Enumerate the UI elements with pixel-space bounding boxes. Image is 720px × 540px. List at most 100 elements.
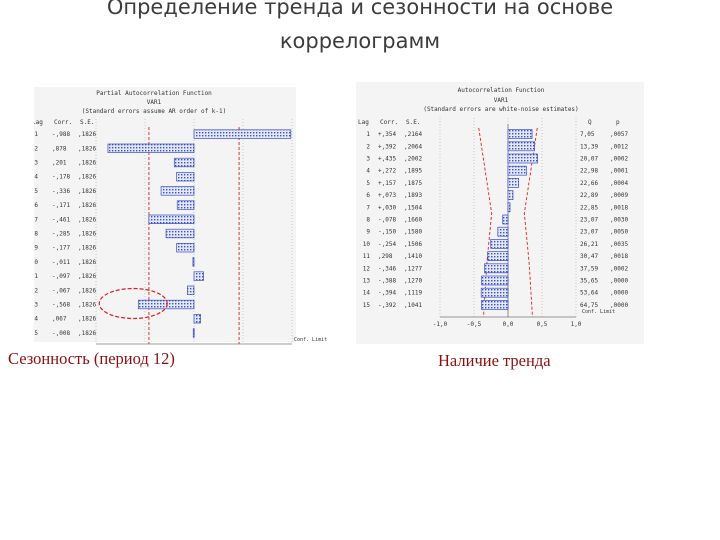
- pacf-bar: [137, 299, 195, 310]
- se-label: ,2064: [404, 143, 422, 150]
- corr-label: ,067: [52, 316, 67, 323]
- pacf-bar: [107, 143, 195, 153]
- lag-label: 10: [34, 259, 38, 266]
- seasonal-highlight-ellipse: [98, 287, 168, 320]
- corr-label: -,067: [52, 287, 70, 294]
- se-label: ,1826: [78, 273, 96, 280]
- corr-label: -,392: [378, 302, 396, 309]
- se-label: ,2002: [404, 156, 422, 163]
- pacf-bar: [173, 157, 195, 168]
- pacf-bar: [148, 214, 195, 224]
- lag-label: 1: [366, 131, 370, 138]
- lag-label: 3: [34, 160, 38, 167]
- lag-label: 8: [366, 217, 370, 224]
- corr-label: -,150: [378, 229, 396, 236]
- se-label: ,1660: [404, 217, 422, 224]
- acf-bar: [480, 287, 509, 298]
- q-label: 7,05: [580, 131, 595, 138]
- q-label: 23,07: [580, 217, 598, 224]
- pacf-bar: [193, 271, 204, 281]
- corr-label: +,354: [378, 131, 396, 138]
- column-header: Corr.: [54, 119, 72, 126]
- corr-label: -,171: [52, 202, 70, 209]
- se-label: ,1506: [404, 241, 422, 248]
- column-header: p: [616, 119, 620, 126]
- corr-label: -,178: [52, 174, 70, 181]
- se-label: ,1826: [78, 188, 96, 195]
- slide-title-line2: коррелограмм: [279, 29, 441, 53]
- corr-label: +,030: [378, 204, 396, 211]
- lag-label: 6: [34, 202, 38, 209]
- corr-label: ,878: [52, 145, 67, 152]
- column-header: Q: [588, 119, 592, 126]
- corr-label: -,568: [52, 302, 70, 309]
- se-label: ,1041: [404, 302, 422, 309]
- se-label: ,1826: [78, 245, 96, 252]
- x-tick-label: -0,5: [467, 321, 482, 328]
- se-label: ,1826: [78, 287, 96, 294]
- acf-bar: [484, 263, 509, 274]
- q-label: 13,39: [580, 143, 598, 150]
- se-label: ,1893: [404, 192, 422, 199]
- corr-label: -,078: [378, 217, 396, 224]
- x-tick-label: -1,0: [433, 321, 448, 328]
- lag-label: 13: [363, 278, 371, 285]
- p-label: ,0018: [610, 204, 628, 211]
- p-label: ,0004: [610, 180, 628, 187]
- corr-label: -,285: [52, 231, 70, 238]
- q-label: 64,75: [580, 302, 598, 309]
- se-label: ,1270: [404, 278, 422, 285]
- x-tick-label: 0,5: [537, 321, 548, 328]
- lag-label: 10: [363, 241, 371, 248]
- se-label: ,1504: [404, 204, 422, 211]
- p-label: ,0002: [610, 265, 628, 272]
- p-label: ,0035: [610, 241, 628, 248]
- se-label: ,1826: [78, 302, 96, 309]
- p-label: ,0030: [610, 217, 628, 224]
- se-label: ,1277: [404, 265, 422, 272]
- pacf-bar: [192, 257, 195, 267]
- q-label: 20,07: [580, 156, 598, 163]
- q-label: 22,85: [580, 204, 598, 211]
- acf-bar: [507, 141, 536, 152]
- acf-bar: [487, 251, 509, 261]
- p-label: ,0000: [610, 302, 628, 309]
- acf-bar: [507, 202, 511, 213]
- se-label: ,1580: [404, 229, 422, 236]
- chart-subtitle-2: (Standard errors assume AR order of k-1): [82, 108, 227, 115]
- column-header: Lag: [358, 119, 369, 126]
- p-label: ,0000: [610, 290, 628, 297]
- pacf-bar: [192, 328, 195, 338]
- corr-label: -,346: [378, 265, 396, 272]
- lag-label: 4: [366, 168, 370, 175]
- se-label: ,1826: [78, 216, 96, 223]
- se-label: ,1826: [78, 259, 96, 266]
- pacf-bar: [187, 285, 195, 295]
- chart-title: Autocorrelation Function: [458, 87, 545, 94]
- conf-limit-label: Conf. Limit: [582, 309, 615, 315]
- acf-bar: [507, 178, 520, 188]
- se-label: ,1826: [78, 202, 96, 209]
- se-label: ,1826: [78, 174, 96, 181]
- pacf-bar: [193, 314, 201, 324]
- chart-title: Partial Autocorrelation Function: [96, 90, 212, 97]
- corr-label: +,272: [378, 168, 396, 175]
- corr-label: -,388: [378, 278, 396, 285]
- corr-label: -,394: [378, 290, 396, 297]
- q-label: 30,47: [580, 253, 598, 260]
- conf-limit-line: [523, 127, 538, 318]
- q-label: 26,21: [580, 241, 598, 248]
- q-label: 23,07: [580, 229, 598, 236]
- p-label: ,0012: [610, 143, 628, 150]
- corr-label: +,435: [378, 156, 396, 163]
- corr-label: +,073: [378, 192, 396, 199]
- se-label: ,2164: [404, 131, 422, 138]
- pacf-bar: [176, 243, 195, 253]
- p-label: ,0050: [610, 229, 628, 236]
- acf-bar: [490, 239, 509, 249]
- se-label: ,1826: [78, 160, 96, 167]
- pacf-bar: [176, 172, 195, 182]
- x-tick-label: 1,0: [571, 321, 582, 328]
- se-label: ,1826: [78, 330, 96, 337]
- q-label: 22,66: [580, 180, 598, 187]
